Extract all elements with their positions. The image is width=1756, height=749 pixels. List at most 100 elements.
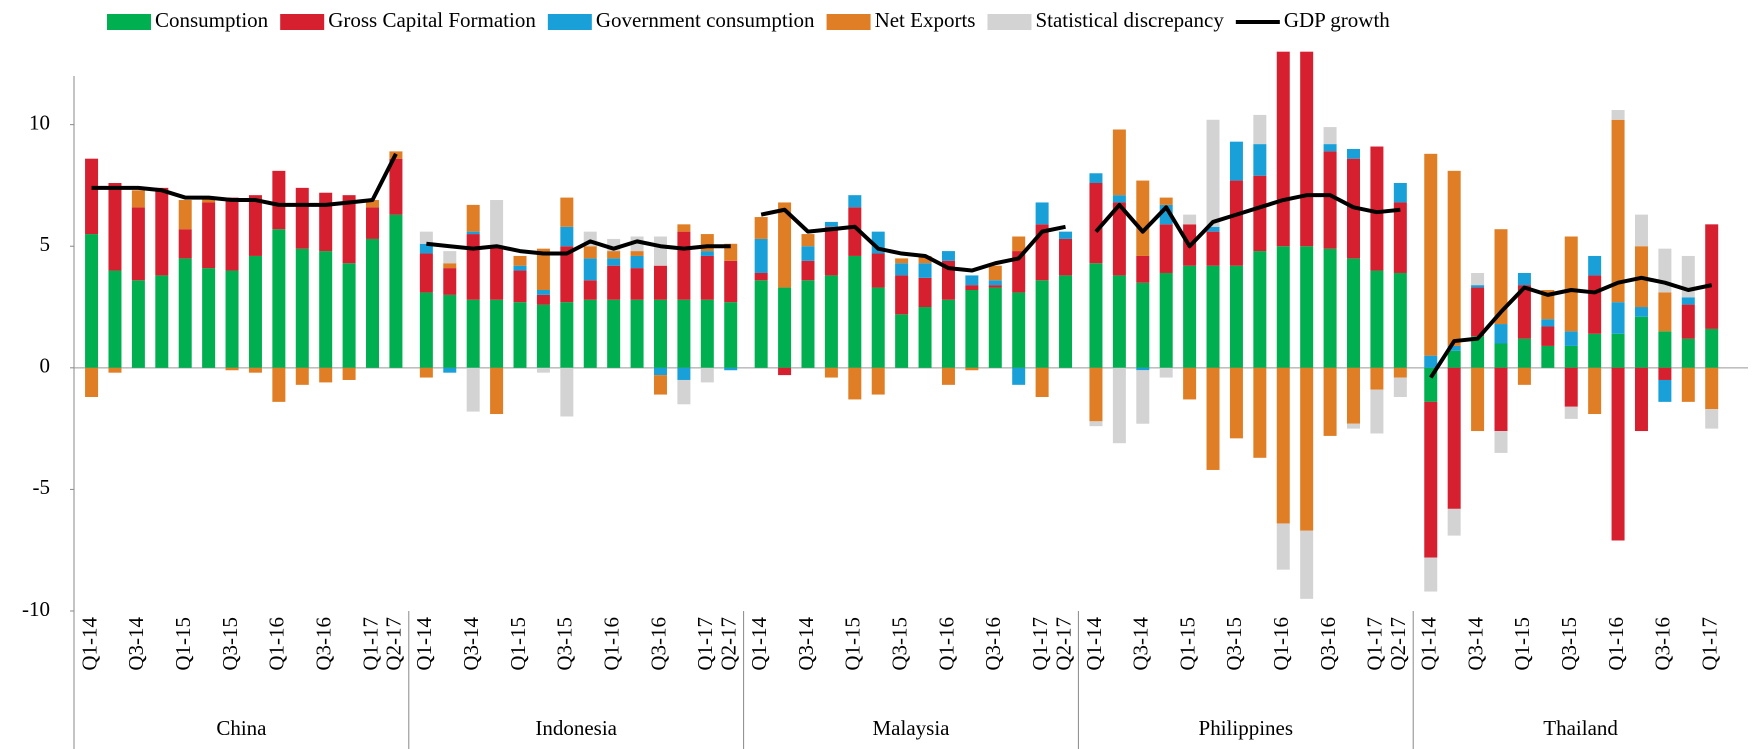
bar-segment (1494, 343, 1508, 368)
bar-segment (1681, 297, 1695, 305)
bar-segment (918, 307, 932, 368)
bar-segment (1471, 272, 1485, 286)
group-label: Thailand (1543, 716, 1618, 740)
x-tick-label: Q1-17 (693, 617, 717, 671)
bar-segment (1705, 409, 1719, 429)
legend-swatch (547, 14, 592, 30)
bar-segment (1136, 255, 1150, 283)
bar-segment (1564, 345, 1578, 368)
bar-segment (1447, 508, 1461, 536)
bar-segment (1393, 377, 1407, 397)
bar-segment (700, 255, 714, 300)
bar-segment (848, 367, 862, 400)
bar-segment (1494, 324, 1508, 344)
bar-segment (871, 287, 885, 368)
bar-segment (1541, 345, 1555, 368)
bar-segment (1658, 379, 1672, 402)
bar-segment (1494, 431, 1508, 453)
bar-segment (248, 367, 262, 373)
bar-segment (248, 195, 262, 256)
bar-segment (988, 285, 1002, 288)
bar-segment (1447, 367, 1461, 509)
bar-segment (724, 260, 738, 303)
bar-segment (607, 299, 621, 368)
bar-segment (1206, 367, 1220, 470)
x-tick-label: Q3-16 (646, 617, 670, 671)
bar-segment (724, 302, 738, 368)
bar-segment (653, 299, 667, 368)
bar-segment (490, 299, 504, 368)
bar-segment (536, 290, 550, 295)
bar-segment (754, 280, 768, 368)
bar-segment (1300, 246, 1314, 368)
bar-segment (513, 302, 527, 368)
bar-segment (1276, 51, 1290, 247)
x-tick-label: Q3-16 (1651, 617, 1675, 671)
bar-segment (1658, 292, 1672, 332)
bar-segment (342, 263, 356, 368)
bar-segment (1424, 557, 1438, 592)
bar-segment (1112, 202, 1126, 276)
x-tick-label: Q2-17 (717, 617, 741, 671)
bar-segment (918, 255, 932, 264)
bar-segment (965, 285, 979, 290)
bar-segment (1136, 370, 1150, 424)
bar-segment (1035, 280, 1049, 368)
bar-segment (155, 275, 169, 368)
bar-segment (560, 246, 574, 303)
bar-segment (583, 258, 597, 281)
legend-label: Statistical discrepancy (1035, 8, 1224, 32)
bar-segment (630, 268, 644, 300)
bar-segment (1346, 367, 1360, 424)
bar-segment (1089, 367, 1103, 422)
bar-segment (677, 299, 691, 368)
bar-segment (1012, 251, 1026, 293)
bar-segment (801, 280, 815, 368)
bar-segment (295, 248, 309, 368)
x-tick-label: Q1-16 (599, 617, 623, 671)
bar-segment (1323, 151, 1337, 249)
bar-segment (202, 197, 216, 203)
bar-segment (178, 200, 192, 230)
gdp-line (760, 207, 1066, 273)
bar-segment (1588, 275, 1602, 334)
bar-segment (824, 226, 838, 276)
bar-segment (1517, 272, 1531, 286)
bar-segment (1089, 183, 1103, 264)
bar-segment (754, 217, 768, 239)
bar-segment (466, 231, 480, 235)
bar-segment (108, 270, 122, 368)
bar-segment (1323, 367, 1337, 436)
x-tick-label: Q1-17 (1698, 617, 1722, 671)
bar-segment (85, 158, 99, 235)
bar-segment (1112, 367, 1126, 444)
bar-segment (1206, 231, 1220, 266)
bar-segment (630, 255, 644, 269)
bar-segment (1253, 114, 1267, 145)
bar-segment (443, 263, 457, 269)
x-tick-label: Q1-16 (1604, 617, 1628, 671)
x-tick-label: Q3-15 (887, 617, 911, 671)
bar-segment (466, 367, 480, 412)
bar-segment (824, 221, 838, 227)
bar-segment (419, 292, 433, 368)
bar-segment (1159, 224, 1173, 273)
group-label: Philippines (1199, 716, 1294, 740)
bar-segment (653, 375, 667, 395)
x-tick-label: Q3-15 (1557, 617, 1581, 671)
bar-segment (895, 314, 909, 368)
bar-segment (1681, 367, 1695, 402)
bar-segment (319, 251, 333, 368)
bar-segment (1059, 231, 1073, 239)
bar-segment (1588, 367, 1602, 415)
bar-segment (1346, 148, 1360, 159)
bar-segment (513, 255, 527, 266)
x-tick-label: Q3-14 (1463, 617, 1487, 671)
bar-segment (443, 294, 457, 368)
bar-segment (1206, 119, 1220, 227)
gdp-line (1094, 193, 1401, 249)
bar-segment (824, 275, 838, 368)
x-tick-label: Q2-17 (382, 617, 406, 671)
bar-segment (202, 202, 216, 269)
